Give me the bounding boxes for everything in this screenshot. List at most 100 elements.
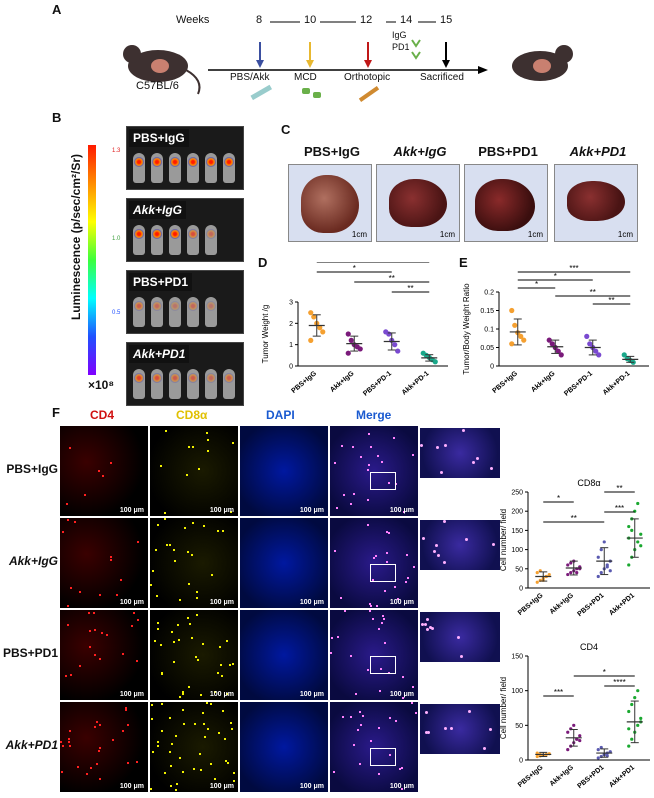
- antibody-icon: [411, 39, 421, 48]
- if-image: 100 μm: [150, 518, 238, 608]
- ivis-image-pbs-pd1: PBS+PD1: [126, 270, 244, 334]
- liver-title-3: PBS+PD1: [478, 144, 538, 159]
- data-point: [587, 341, 593, 347]
- data-point: [535, 580, 539, 584]
- data-point: [509, 341, 515, 347]
- data-point: [639, 532, 643, 536]
- y-axis-label: Cell number/ field: [499, 509, 508, 571]
- data-point: [599, 745, 603, 750]
- scale-bar-label: 100 μm: [299, 783, 324, 790]
- chart-title: CD8α: [577, 478, 600, 488]
- data-point: [566, 563, 570, 567]
- scale-bar-label: 100 μm: [209, 691, 234, 698]
- data-point: [627, 524, 631, 529]
- if-image: 100 μm: [60, 702, 148, 792]
- data-point: [605, 565, 609, 569]
- y-tick-label: 50: [515, 723, 523, 730]
- if-image: 100 μm: [150, 426, 238, 516]
- sig-label: **: [616, 484, 622, 493]
- sig-label: *: [557, 494, 560, 503]
- data-point: [639, 544, 643, 548]
- if-image: 100 μm: [330, 610, 418, 700]
- y-tick-label: 0.05: [480, 345, 494, 352]
- scale-bar-label: 100 μm: [119, 783, 144, 790]
- zoom-box: [370, 748, 396, 766]
- if-header-cd8: CD8α: [176, 408, 208, 422]
- if-header-cd4: CD4: [90, 408, 115, 422]
- x-tick-label: Akk+PD-1: [401, 370, 431, 397]
- chart-tumor-body-ratio: 0 0.05 0.1 0.15 0.2 Tumor/Body Weight Ratio PB…: [462, 264, 649, 398]
- data-point: [535, 754, 539, 759]
- event-mcd: MCD: [294, 72, 317, 83]
- x-tick-label: PBS+IgG: [290, 370, 318, 395]
- liver-image-4: 1cm: [554, 164, 638, 242]
- x-tick-label: PBS+PD1: [576, 764, 605, 790]
- data-point: [572, 723, 576, 727]
- x-tick-label: Akk+IgG: [549, 592, 576, 616]
- if-zoom-inset: [420, 428, 500, 478]
- liver-image-2: 1cm: [376, 164, 460, 242]
- data-point: [599, 571, 603, 575]
- scale-bar-label: 100 μm: [389, 507, 414, 514]
- data-point: [627, 563, 631, 567]
- x-tick-label: PBS+IgG: [517, 764, 545, 789]
- data-point: [593, 348, 599, 354]
- sig-label: *: [603, 668, 606, 677]
- data-point: [535, 571, 539, 575]
- y-axis-label: Cell number/ field: [499, 677, 508, 739]
- colorbar-multiplier: ×10⁸: [88, 378, 115, 392]
- y-tick-label: 0: [490, 364, 494, 371]
- x-tick-label: Akk+IgG: [549, 764, 576, 788]
- data-point: [596, 748, 600, 752]
- if-image-grid: PBS+IgG Akk+IgG PBS+PD1 Akk+PD1 100 μm 10…: [0, 426, 500, 798]
- data-point: [566, 748, 570, 752]
- data-point: [392, 342, 398, 348]
- pellet-icon: [302, 88, 310, 94]
- weeks-label: Weeks: [176, 14, 210, 26]
- sig-label: ****: [367, 262, 379, 263]
- data-point: [308, 310, 314, 316]
- sig-label: ****: [613, 678, 625, 687]
- scale-bar-label: 100 μm: [119, 507, 144, 514]
- scale-bar-label: 100 μm: [389, 691, 414, 698]
- event-orthotopic: Orthotopic: [344, 72, 391, 83]
- data-point: [509, 307, 515, 314]
- chart-tumor-weight: 0 1 2 3 Tumor Weight /g PBS+IgG Akk+IgG PBS+PD-…: [261, 262, 448, 398]
- liver-title-1: PBS+IgG: [304, 144, 360, 159]
- x-tick-label: PBS+IgG: [491, 370, 519, 395]
- if-image: 100 μm: [240, 610, 328, 700]
- colorbar-tick-2: 1.0: [112, 236, 121, 242]
- data-point: [596, 574, 600, 579]
- ivis-label: Akk+PD1: [129, 345, 190, 363]
- liver-image-1: 1cm: [288, 164, 372, 242]
- data-point: [578, 738, 582, 743]
- data-point: [566, 572, 570, 577]
- y-tick-label: 1: [289, 342, 293, 349]
- if-image: 100 μm: [60, 426, 148, 516]
- strain-label: C57BL/6: [136, 80, 179, 92]
- data-point: [630, 737, 634, 741]
- sig-label: **: [407, 284, 413, 293]
- data-point: [348, 337, 354, 343]
- data-point: [432, 359, 438, 365]
- data-point: [627, 709, 631, 714]
- data-point: [521, 337, 527, 343]
- y-tick-label: 100: [511, 547, 523, 554]
- data-point: [636, 723, 640, 727]
- x-tick-label: Akk+PD-1: [602, 370, 632, 397]
- sig-label: ***: [615, 504, 624, 513]
- data-point: [555, 348, 561, 354]
- ivis-label: PBS+IgG: [129, 129, 189, 147]
- data-point: [566, 730, 570, 734]
- y-tick-label: 100: [511, 688, 523, 695]
- y-axis-label: Tumor/Body Weight Ratio: [462, 283, 471, 375]
- liver-image-3: 1cm: [464, 164, 548, 242]
- y-tick-label: 50: [515, 566, 523, 573]
- needle-icon: [358, 86, 380, 102]
- if-image: 100 μm: [150, 702, 238, 792]
- y-tick-label: 0: [519, 586, 523, 593]
- data-point: [596, 756, 600, 760]
- data-point: [518, 333, 524, 339]
- scale-bar-label: 100 μm: [389, 599, 414, 606]
- sig-label: *: [353, 264, 356, 273]
